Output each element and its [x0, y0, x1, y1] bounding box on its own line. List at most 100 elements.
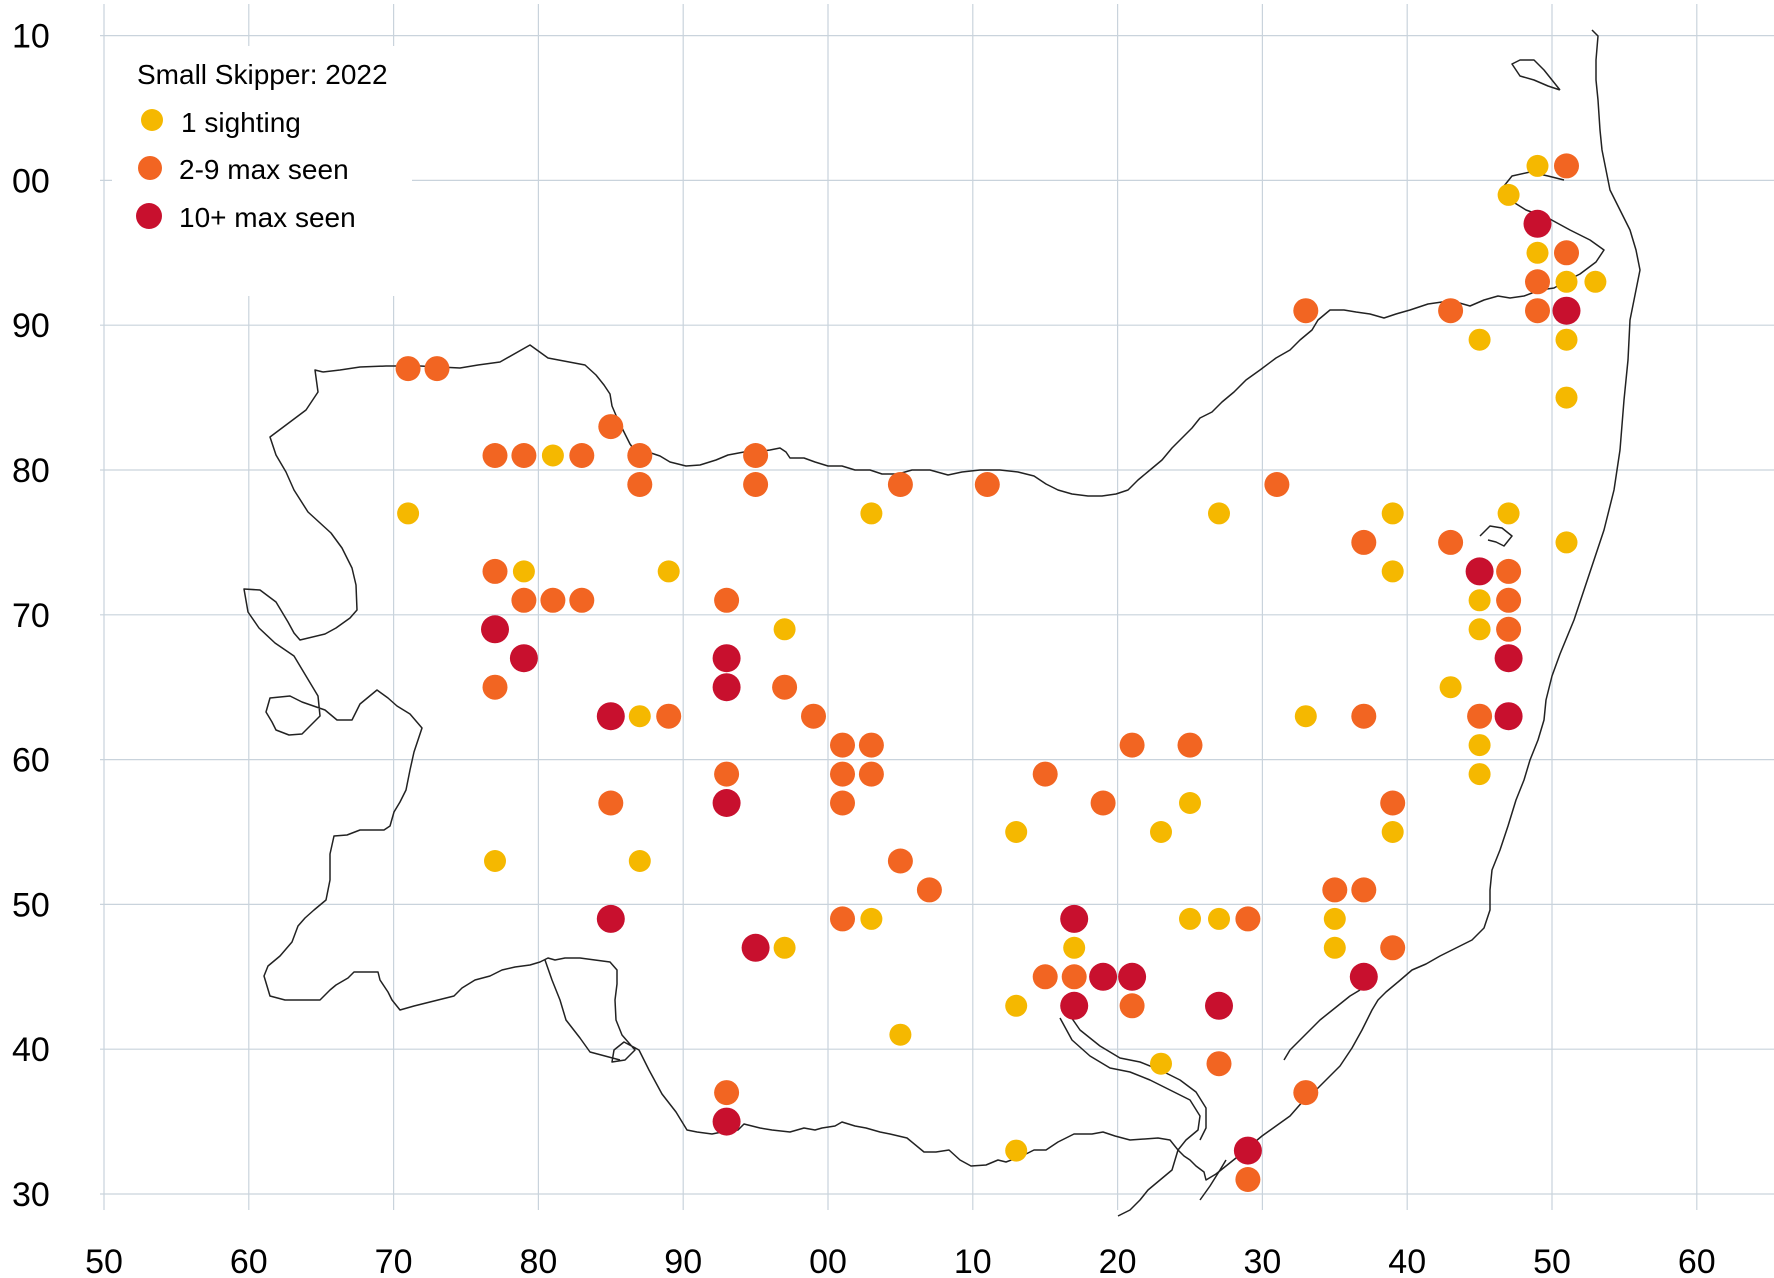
sighting-point — [801, 703, 826, 729]
legend-marker-1-sighting — [141, 109, 163, 131]
sighting-point — [424, 356, 450, 382]
sighting-point — [481, 615, 509, 644]
sighting-point — [1525, 269, 1550, 295]
sighting-point — [1090, 790, 1116, 816]
x-tick-label: 60 — [230, 1243, 268, 1278]
sighting-point — [1061, 964, 1087, 990]
sighting-point — [1205, 991, 1233, 1020]
sighting-point — [1497, 502, 1520, 525]
sighting-point — [1235, 1167, 1261, 1192]
sighting-point — [1494, 644, 1523, 673]
sighting-point — [395, 356, 421, 382]
sighting-point — [1323, 907, 1346, 930]
sighting-point — [511, 587, 537, 613]
sighting-point — [1468, 763, 1491, 786]
sighting-point — [656, 703, 682, 729]
x-tick-label: 60 — [1678, 1243, 1716, 1278]
sighting-point — [397, 502, 420, 525]
sighting-point — [1233, 1136, 1262, 1165]
sighting-point — [712, 1107, 741, 1136]
county-boundary-north — [322, 59, 1605, 1061]
sighting-point — [1060, 904, 1089, 933]
sighting-point — [1468, 734, 1491, 757]
sighting-point — [1554, 240, 1579, 266]
sighting-point — [1349, 962, 1378, 991]
sighting-point — [512, 560, 535, 583]
sighting-point — [860, 502, 883, 525]
sighting-point — [1351, 703, 1377, 729]
sighting-point — [1468, 618, 1491, 641]
sighting-point — [1206, 1051, 1232, 1077]
sighting-point — [712, 644, 741, 673]
sighting-point — [628, 850, 651, 872]
sighting-point — [1439, 676, 1462, 699]
sighting-point — [714, 761, 740, 787]
x-tick-label: 90 — [664, 1243, 702, 1278]
sighting-point — [598, 414, 624, 440]
y-tick-label: 30 — [12, 1176, 50, 1214]
legend-label-1-sighting: 1 sighting — [181, 107, 301, 138]
sighting-point — [889, 1023, 912, 1046]
sighting-point — [1063, 936, 1086, 959]
axis-tick-labels: 50 60 70 80 90 00 10 20 30 40 50 60 10 00 90 80 70 60 50 40… — [12, 18, 1716, 1278]
sighting-point — [1438, 529, 1464, 555]
sighting-point — [1467, 703, 1493, 729]
sighting-point — [773, 936, 796, 959]
sighting-point — [598, 790, 624, 816]
sighting-point — [511, 443, 537, 468]
sighting-point — [1468, 589, 1491, 612]
sighting-point — [1555, 386, 1578, 409]
sighting-point — [541, 444, 564, 467]
legend-marker-2-9-max-seen — [138, 156, 162, 180]
sighting-point — [773, 618, 796, 641]
sighting-point — [743, 472, 769, 497]
sighting-point — [509, 644, 538, 673]
sighting-point — [741, 933, 770, 962]
y-tick-label: 80 — [12, 452, 50, 490]
y-tick-label: 00 — [12, 162, 50, 200]
sighting-point — [974, 472, 1000, 497]
sighting-point — [830, 761, 855, 787]
sighting-point — [1089, 962, 1118, 991]
sighting-point — [916, 877, 942, 903]
sighting-point — [484, 850, 506, 872]
sighting-point — [1322, 877, 1348, 903]
sighting-point — [1118, 962, 1147, 991]
sighting-point — [482, 443, 508, 468]
sighting-point — [596, 904, 625, 933]
sighting-point — [1496, 587, 1522, 613]
sighting-point — [1060, 991, 1089, 1020]
sighting-point — [1380, 790, 1406, 816]
sighting-point — [1119, 993, 1145, 1019]
x-tick-label: 80 — [519, 1243, 557, 1278]
sighting-point — [1293, 1080, 1319, 1106]
y-tick-label: 50 — [12, 886, 50, 924]
sighting-point — [1438, 298, 1464, 324]
sighting-point — [1381, 821, 1404, 843]
sighting-point — [1208, 907, 1230, 930]
sighting-point — [1555, 328, 1578, 351]
sighting-point — [1381, 502, 1404, 525]
sighting-point — [830, 906, 855, 932]
legend-title: Small Skipper: 2022 — [137, 59, 388, 90]
sighting-point — [1584, 270, 1607, 293]
sighting-point — [743, 443, 769, 468]
sighting-point — [858, 761, 884, 787]
sighting-point — [1351, 877, 1377, 903]
sighting-point — [1554, 153, 1579, 179]
sighting-point — [714, 1080, 740, 1106]
sighting-point — [1005, 821, 1028, 843]
legend: Small Skipper: 2022 1 sighting 2-9 max s… — [112, 46, 412, 296]
legend-background — [112, 46, 412, 296]
sighting-point — [1119, 732, 1145, 758]
sighting-point — [712, 673, 741, 702]
sighting-point — [887, 848, 913, 874]
sighting-point — [1323, 936, 1346, 959]
sighting-point — [657, 560, 680, 583]
sighting-point — [1526, 241, 1549, 264]
sighting-point — [1497, 183, 1520, 206]
sighting-point — [627, 472, 653, 497]
sighting-point — [1032, 964, 1058, 990]
sighting-point — [1179, 907, 1201, 930]
sighting-point — [712, 789, 741, 817]
